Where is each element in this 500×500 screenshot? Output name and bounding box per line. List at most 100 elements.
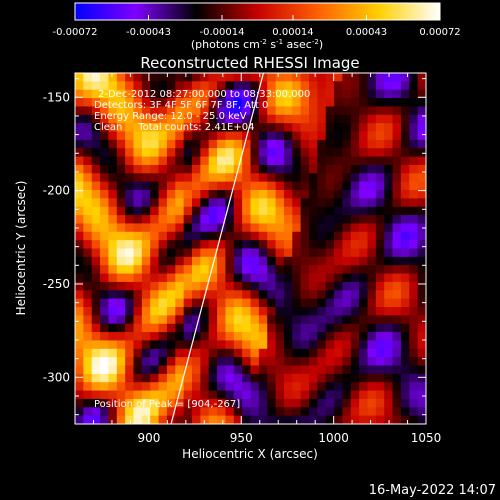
heatmap-cell [292,164,302,174]
heatmap-cell [200,81,210,91]
heatmap-cell [141,198,151,208]
heatmap-cell [75,215,84,225]
heatmap-cell [217,265,227,275]
heatmap-cell [359,148,369,158]
heatmap-cell [208,298,218,308]
heatmap-cell [83,240,93,250]
heatmap-cell [150,407,160,417]
heatmap-cell [375,407,385,417]
heatmap-cell [258,265,268,275]
heatmap-cell [91,290,101,300]
heatmap-cell [158,290,168,300]
heatmap-cell [400,89,410,99]
heatmap-cell [217,223,227,233]
heatmap-cell [258,281,268,291]
heatmap-cell [250,114,260,124]
heatmap-cell [325,73,335,82]
heatmap-cell [400,114,410,124]
heatmap-cell [325,89,335,99]
heatmap-cell [175,365,185,375]
heatmap-cell [141,332,151,342]
heatmap-cell [166,181,176,191]
heatmap-cell [183,198,193,208]
heatmap-cell [250,256,260,266]
heatmap-cell [258,123,268,133]
heatmap-cell [225,89,235,99]
heatmap-cell [342,223,352,233]
heatmap-cell [267,390,277,400]
heatmap-cell [200,298,210,308]
heatmap-cell [409,156,419,166]
heatmap-cell [292,332,302,342]
x-axis-ticks: 900 950 1000 1050 [74,73,441,445]
heatmap-cell [409,81,419,91]
heatmap-cell [133,398,143,408]
heatmap-cell [400,164,410,174]
heatmap-cell [359,398,369,408]
heatmap-cell [150,148,160,158]
heatmap-cell [175,98,185,108]
heatmap-cell [342,273,352,283]
heatmap-cell [83,164,93,174]
heatmap-cell [200,190,210,199]
heatmap-cell [242,382,252,392]
heatmap-cell [150,131,160,141]
heatmap-cell [283,365,293,375]
heatmap-cell [267,81,277,91]
colorbar-tick-label: 0.00014 [272,27,313,38]
heatmap-cell [267,348,277,358]
heatmap-cell [250,156,260,166]
heatmap-cell [283,307,293,316]
heatmap-cell [325,98,335,108]
heatmap-cell [267,332,277,342]
heatmap-cell [75,373,84,383]
heatmap-cell [133,139,143,149]
heatmap-cell [225,390,235,400]
heatmap-cell [217,89,227,99]
heatmap-cell [91,190,101,199]
heatmap-cell [258,365,268,375]
heatmap-cell [208,123,218,133]
heatmap-cell [242,206,252,216]
heatmap-cell [125,98,135,108]
heatmap-cell [334,248,344,258]
heatmap-cell [350,256,360,266]
heatmap-cell [83,256,93,266]
heatmap-cell [192,273,201,283]
heatmap-cell [158,265,168,275]
heatmap-cell [283,407,293,417]
heatmap-cell [334,390,344,400]
heatmap-cell [108,81,118,91]
heatmap-cell [166,123,176,133]
heatmap-cell [158,240,168,250]
heatmap-cell [125,382,135,392]
heatmap-cell [158,273,168,283]
heatmap-cell [334,81,344,91]
heatmap-cell [83,98,93,108]
heatmap-cell [208,256,218,266]
heatmap-cell [217,139,227,149]
heatmap-cell [350,181,360,191]
heatmap-cell [158,248,168,258]
heatmap-cell [166,81,176,91]
heatmap-cell [283,373,293,383]
heatmap-cell [116,365,126,375]
heatmap-cell [392,290,402,300]
heatmap-cell [158,415,168,424]
heatmap-cell [158,365,168,375]
heatmap-cell [409,390,419,400]
heatmap-cell [217,148,227,158]
heatmap-cell [75,223,84,233]
heatmap-cell [417,181,426,191]
heatmap-cell [417,332,426,342]
heatmap-cell [125,114,135,124]
heatmap-cell [417,206,426,216]
heatmap-cell [175,89,185,99]
heatmap-cell [292,382,302,392]
heatmap-cell [116,156,126,166]
heatmap-cell [267,164,277,174]
heatmap-cell [375,215,385,225]
heatmap-cell [325,148,335,158]
heatmap-cell [392,298,402,308]
heatmap-cell [166,256,176,266]
